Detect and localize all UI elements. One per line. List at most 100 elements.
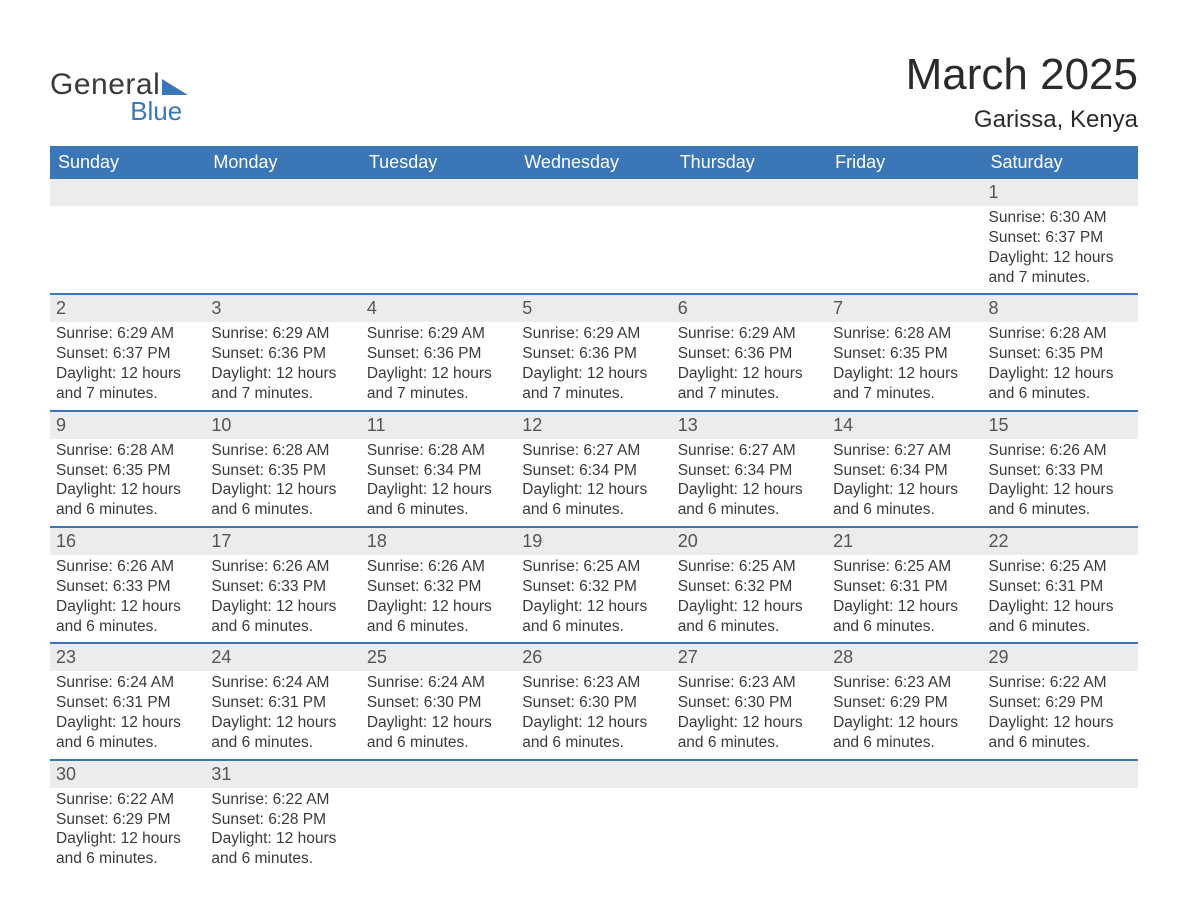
day-daylight1: Daylight: 12 hours — [211, 364, 354, 384]
day-number-cell: 10 — [205, 411, 360, 439]
day-daylight1: Daylight: 12 hours — [56, 480, 199, 500]
day-sunset: Sunset: 6:34 PM — [367, 461, 510, 481]
day-daylight2: and 6 minutes. — [678, 500, 821, 520]
day-number: 25 — [367, 647, 387, 667]
day-detail-cell: Sunrise: 6:28 AMSunset: 6:35 PMDaylight:… — [983, 322, 1138, 410]
brand-word2: Blue — [130, 96, 182, 127]
day-sunset: Sunset: 6:30 PM — [522, 693, 665, 713]
day-sunset: Sunset: 6:31 PM — [989, 577, 1132, 597]
day-number-cell — [361, 179, 516, 206]
day-sunset: Sunset: 6:29 PM — [56, 810, 199, 830]
day-daylight1: Daylight: 12 hours — [522, 364, 665, 384]
day-detail-cell: Sunrise: 6:24 AMSunset: 6:31 PMDaylight:… — [50, 671, 205, 759]
day-number: 10 — [211, 415, 231, 435]
day-daylight2: and 6 minutes. — [367, 617, 510, 637]
day-daylight2: and 6 minutes. — [678, 733, 821, 753]
day-daylight2: and 7 minutes. — [522, 384, 665, 404]
day-detail-cell: Sunrise: 6:29 AMSunset: 6:36 PMDaylight:… — [205, 322, 360, 410]
day-detail-cell: Sunrise: 6:26 AMSunset: 6:32 PMDaylight:… — [361, 555, 516, 643]
day-detail-cell: Sunrise: 6:22 AMSunset: 6:29 PMDaylight:… — [50, 788, 205, 875]
day-detail-cell: Sunrise: 6:22 AMSunset: 6:29 PMDaylight:… — [983, 671, 1138, 759]
day-sunrise: Sunrise: 6:26 AM — [56, 557, 199, 577]
day-number-cell: 1 — [983, 179, 1138, 206]
day-number-cell — [672, 760, 827, 788]
day-detail-cell: Sunrise: 6:24 AMSunset: 6:30 PMDaylight:… — [361, 671, 516, 759]
day-daylight1: Daylight: 12 hours — [367, 597, 510, 617]
weekday-header-row: Sunday Monday Tuesday Wednesday Thursday… — [50, 146, 1138, 179]
day-daylight1: Daylight: 12 hours — [989, 597, 1132, 617]
day-number-cell: 9 — [50, 411, 205, 439]
day-daylight1: Daylight: 12 hours — [678, 713, 821, 733]
day-sunrise: Sunrise: 6:25 AM — [989, 557, 1132, 577]
day-sunset: Sunset: 6:36 PM — [367, 344, 510, 364]
day-daylight2: and 6 minutes. — [211, 617, 354, 637]
day-detail-row: Sunrise: 6:29 AMSunset: 6:37 PMDaylight:… — [50, 322, 1138, 410]
weekday-header: Wednesday — [516, 146, 671, 179]
day-detail-cell: Sunrise: 6:26 AMSunset: 6:33 PMDaylight:… — [205, 555, 360, 643]
day-daylight1: Daylight: 12 hours — [833, 480, 976, 500]
day-sunset: Sunset: 6:34 PM — [522, 461, 665, 481]
day-number: 1 — [989, 182, 999, 202]
calendar-table: Sunday Monday Tuesday Wednesday Thursday… — [50, 146, 1138, 875]
day-number-cell — [827, 179, 982, 206]
day-number: 19 — [522, 531, 542, 551]
day-number: 16 — [56, 531, 76, 551]
day-daylight1: Daylight: 12 hours — [367, 480, 510, 500]
day-daylight1: Daylight: 12 hours — [56, 364, 199, 384]
day-daylight2: and 6 minutes. — [522, 733, 665, 753]
day-number: 2 — [56, 298, 66, 318]
day-sunrise: Sunrise: 6:30 AM — [989, 208, 1132, 228]
day-daylight2: and 6 minutes. — [367, 500, 510, 520]
day-detail-cell: Sunrise: 6:30 AMSunset: 6:37 PMDaylight:… — [983, 206, 1138, 294]
day-daylight1: Daylight: 12 hours — [56, 829, 199, 849]
day-sunrise: Sunrise: 6:29 AM — [678, 324, 821, 344]
day-daylight1: Daylight: 12 hours — [678, 597, 821, 617]
day-number-cell: 12 — [516, 411, 671, 439]
day-detail-cell: Sunrise: 6:25 AMSunset: 6:32 PMDaylight:… — [672, 555, 827, 643]
day-detail-row: Sunrise: 6:26 AMSunset: 6:33 PMDaylight:… — [50, 555, 1138, 643]
day-daylight2: and 6 minutes. — [989, 384, 1132, 404]
day-sunrise: Sunrise: 6:28 AM — [211, 441, 354, 461]
day-daylight1: Daylight: 12 hours — [522, 713, 665, 733]
day-number-row: 1 — [50, 179, 1138, 206]
day-detail-cell: Sunrise: 6:27 AMSunset: 6:34 PMDaylight:… — [827, 439, 982, 527]
day-sunrise: Sunrise: 6:23 AM — [833, 673, 976, 693]
day-sunset: Sunset: 6:36 PM — [211, 344, 354, 364]
weekday-header: Friday — [827, 146, 982, 179]
day-number-cell: 26 — [516, 643, 671, 671]
day-daylight2: and 6 minutes. — [989, 500, 1132, 520]
day-detail-cell: Sunrise: 6:26 AMSunset: 6:33 PMDaylight:… — [50, 555, 205, 643]
day-number-cell: 17 — [205, 527, 360, 555]
day-number-cell: 3 — [205, 294, 360, 322]
day-number-row: 23242526272829 — [50, 643, 1138, 671]
brand-logo: General Blue — [50, 50, 188, 127]
day-sunrise: Sunrise: 6:29 AM — [56, 324, 199, 344]
day-daylight1: Daylight: 12 hours — [211, 480, 354, 500]
day-detail-cell: Sunrise: 6:28 AMSunset: 6:35 PMDaylight:… — [50, 439, 205, 527]
day-number-cell: 30 — [50, 760, 205, 788]
day-number-cell: 19 — [516, 527, 671, 555]
day-number-cell: 23 — [50, 643, 205, 671]
day-number-cell — [983, 760, 1138, 788]
day-number: 4 — [367, 298, 377, 318]
day-daylight2: and 7 minutes. — [56, 384, 199, 404]
day-number: 6 — [678, 298, 688, 318]
day-daylight1: Daylight: 12 hours — [211, 829, 354, 849]
day-number-cell: 16 — [50, 527, 205, 555]
day-number: 17 — [211, 531, 231, 551]
day-sunset: Sunset: 6:34 PM — [833, 461, 976, 481]
day-number-cell — [516, 760, 671, 788]
day-number-cell: 20 — [672, 527, 827, 555]
day-number-cell: 2 — [50, 294, 205, 322]
day-daylight2: and 6 minutes. — [211, 733, 354, 753]
day-sunrise: Sunrise: 6:24 AM — [56, 673, 199, 693]
day-sunrise: Sunrise: 6:28 AM — [56, 441, 199, 461]
day-sunrise: Sunrise: 6:28 AM — [367, 441, 510, 461]
day-sunset: Sunset: 6:32 PM — [367, 577, 510, 597]
weekday-header: Thursday — [672, 146, 827, 179]
day-sunrise: Sunrise: 6:23 AM — [522, 673, 665, 693]
day-detail-cell: Sunrise: 6:29 AMSunset: 6:36 PMDaylight:… — [361, 322, 516, 410]
day-number-cell: 14 — [827, 411, 982, 439]
day-number-cell: 31 — [205, 760, 360, 788]
day-number: 27 — [678, 647, 698, 667]
